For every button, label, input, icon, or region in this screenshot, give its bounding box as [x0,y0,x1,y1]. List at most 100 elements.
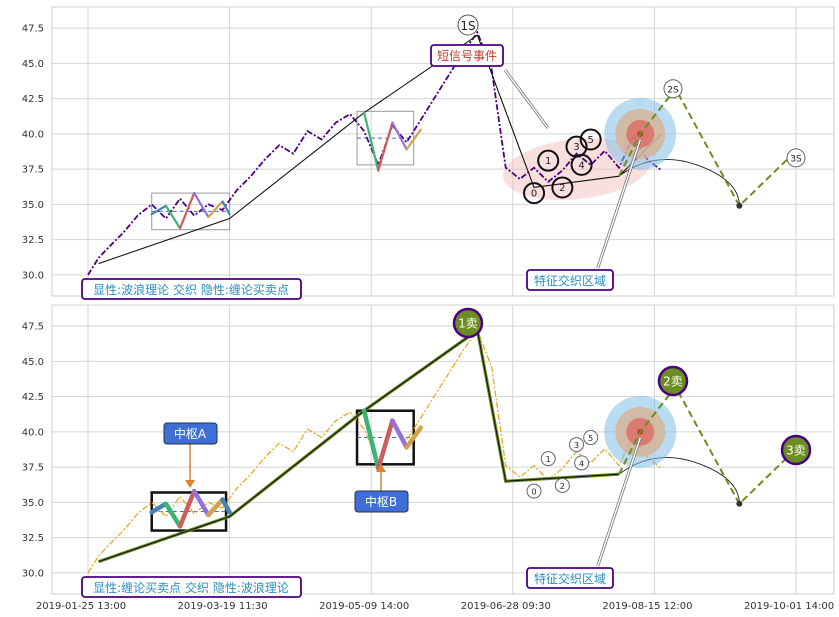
bottom-ytick-label: 45.0 [22,357,44,368]
top-wave-segment [207,200,224,219]
wave-marker-circle [554,477,570,493]
wave-marker-ring [551,176,574,199]
center-a-label: 中枢A [174,426,207,441]
top-ytick-label: 42.5 [22,94,44,105]
bottom-wave-segment [376,418,395,471]
bottom-wave-segment [361,408,381,471]
bottom-wave-segment [220,497,232,515]
top-wave-segment [164,204,182,230]
top-wave-segment [377,121,394,172]
bottom-ytick-label: 35.0 [22,498,44,509]
bottom-plot-area [51,304,835,595]
wave-marker-label: 2 [560,482,565,491]
xtick-label: 2019-01-25 13:00 [36,601,126,612]
wave-marker-label: 1 [545,156,551,167]
bottom-wave-segment [390,418,409,450]
top-ytick-label: 35.0 [22,200,44,211]
center-a-box [163,422,218,445]
short-signal-arrow-core [504,69,549,129]
bottom-wave-segment [177,488,197,529]
top-wave-segment [363,111,380,172]
bottom-trend-line [98,329,620,563]
wave-marker-label: 4 [579,459,584,468]
top-ytick-label: 45.0 [22,59,44,70]
bottom-wave-segment [206,497,225,518]
wave-marker-circle [526,483,542,499]
bottom-wave-segment [149,501,169,515]
bottom-feature-zone-box [526,567,614,589]
wave-marker-label: 3 [573,142,579,153]
sell-2-marker [657,365,689,397]
center-a-arrowhead [185,480,195,488]
wave-marker-ring [579,128,602,151]
sell-1s-label: 1S [460,19,475,33]
wave-marker-label: 1 [546,455,551,464]
sell-3s-label: 3S [790,154,802,164]
sell-3-label: 3卖 [786,444,806,458]
sell-3-marker [780,434,812,466]
top-caption-box [81,278,302,300]
top-price-line [87,30,663,276]
sell-2s-marker [663,79,683,99]
top-caption: 显性:波浪理论 交织 隐性:缠论买卖点 [93,282,289,297]
center-b-arrowhead [376,464,386,472]
sell-1-label: 1卖 [458,317,478,331]
bottom-wave-segment [191,488,211,518]
wave-marker-label: 5 [587,135,593,146]
top-wave-segment [391,121,408,151]
bottom-feature-zone-label: 特征交织区域 [534,571,606,586]
wave-marker-circle [569,437,585,453]
center-b-label: 中枢B [365,494,397,509]
wave-marker-ring [523,182,546,205]
short-signal-label: 短信号事件 [437,49,497,63]
top-ytick-label: 47.5 [22,24,44,35]
sell-2-label: 2卖 [663,375,683,389]
top-forecast-low-point [736,202,743,209]
xtick-label: 2019-08-15 12:00 [602,601,692,612]
bottom-feature-arrow-core [597,437,641,567]
bottom-caption-box [81,576,302,598]
wave-marker-circle [583,430,599,446]
center-b-box [354,490,409,513]
wave-marker-ring [537,149,560,172]
wave-marker-label: 3 [574,441,579,450]
top-ytick-label: 30.0 [22,270,44,281]
bottom-wave-segment [163,501,183,529]
sell-1s-marker [457,14,479,36]
wave-marker-circle [540,451,556,467]
wave-marker-circle [574,455,590,471]
wave-marker-label: 0 [531,189,537,200]
top-wave-segment [405,128,422,151]
top-wave-segment [178,191,196,230]
wave-marker-label: 5 [588,434,593,443]
sell-1-marker [452,307,484,339]
top-ytick-label: 37.5 [22,165,44,176]
top-wave-segment [193,191,210,219]
bottom-ytick-label: 37.5 [22,463,44,474]
top-feature-zone-box [526,269,614,291]
bottom-ytick-label: 40.0 [22,427,44,438]
bottom-ytick-label: 32.5 [22,533,44,544]
top-ytick-label: 40.0 [22,129,44,140]
top-feature-arrow-core [597,139,641,269]
sell-3s-marker [786,148,806,168]
xtick-label: 2019-06-28 09:30 [461,601,551,612]
bottom-ytick-label: 30.0 [22,568,44,579]
bottom-caption: 显性:缠论买卖点 交织 隐性:波浪理论 [93,580,289,595]
top-ytick-label: 32.5 [22,235,44,246]
wave-marker-label: 0 [531,488,536,497]
xtick-label: 2019-05-09 14:00 [319,601,409,612]
top-wave-segment [150,204,167,216]
top-feature-zone-label: 特征交织区域 [534,273,606,288]
xtick-label: 2019-03-19 11:30 [178,601,268,612]
short-signal-box [430,44,504,67]
wave-marker-label: 4 [578,160,584,171]
bottom-wave-segment [404,425,424,450]
wave-marker-ring [570,153,593,176]
bottom-ytick-label: 42.5 [22,392,44,403]
xtick-label: 2019-10-01 14:00 [744,601,834,612]
top-wave-segment [221,200,231,216]
wave-marker-label: 2 [559,183,565,194]
bottom-ytick-label: 47.5 [22,322,44,333]
